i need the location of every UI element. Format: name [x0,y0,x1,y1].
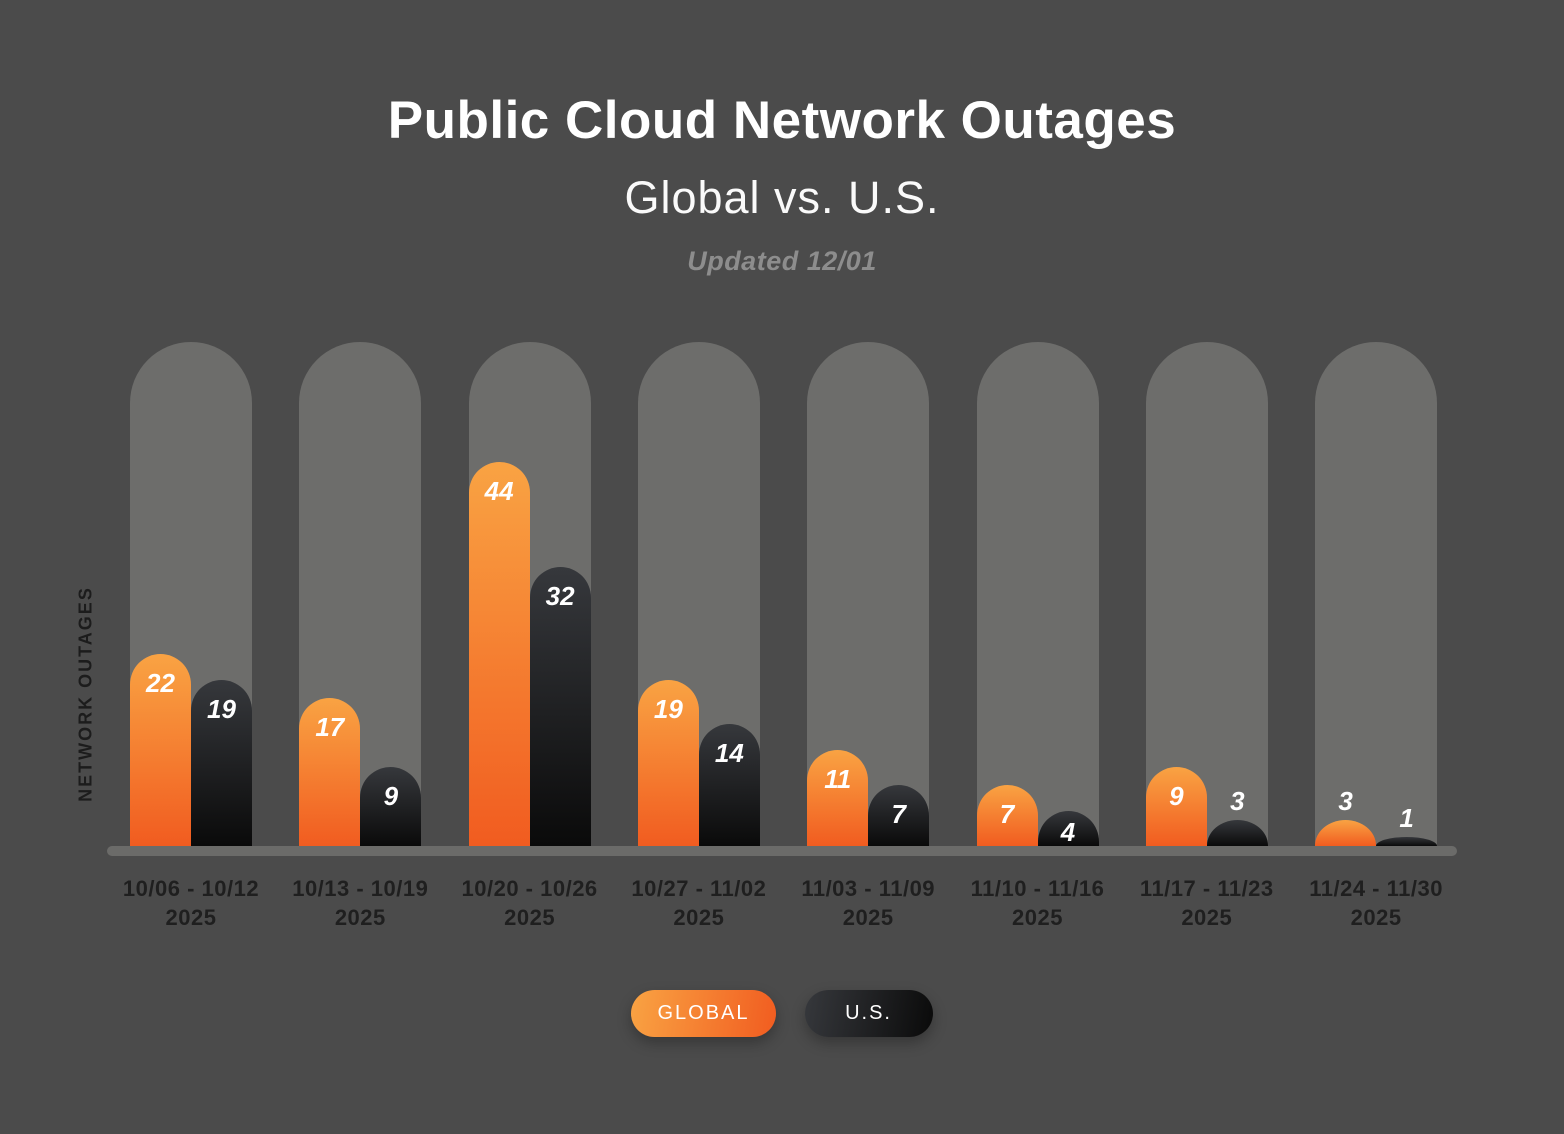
legend-pill-us: U.S. [804,990,933,1037]
us-bar [698,724,760,846]
global-value-label: 11 [824,764,852,794]
us-value-label: 7 [891,799,906,829]
us-value-label: 4 [1060,817,1076,847]
legend-label-us: U.S. [845,1002,892,1024]
category-range: 11/03 - 11/09 [801,876,936,901]
global-bar [130,654,191,846]
us-bar [868,785,930,846]
category-year: 2025 [1181,905,1233,930]
global-value-label: 44 [484,476,514,506]
category-year: 2025 [1350,905,1402,930]
category-label: 10/27 - 11/02 2025 [589,874,809,932]
us-bar [191,680,252,846]
legend-label-global: GLOBAL [657,1002,750,1024]
category-year: 2025 [842,905,894,930]
us-value-label: 14 [714,738,744,768]
us-value-label: 3 [1230,786,1245,816]
category-range: 10/06 - 10/12 [122,876,260,901]
category-range: 11/17 - 11/23 [1139,876,1274,901]
global-bar [468,462,530,846]
chart-subtitle: Global vs. U.S. [624,172,940,223]
track [1315,342,1438,846]
category-range: 11/10 - 11/16 [970,876,1105,901]
global-bar [299,698,361,846]
us-value-label: 1 [1399,803,1414,833]
us-value-label: 19 [207,694,236,724]
global-value-label: 7 [999,799,1015,829]
global-value-label: 9 [1169,781,1184,811]
updated-note: Updated 12/01 [687,246,877,276]
global-bar [976,785,1038,846]
us-value-label: 9 [383,781,399,811]
global-value-label: 3 [1338,786,1353,816]
category-label: 10/13 - 10/19 2025 [250,874,470,932]
category-year: 2025 [165,905,217,930]
category-year: 2025 [504,905,556,930]
legend-pill-global: GLOBAL [631,990,776,1037]
category-label: 11/24 - 11/30 2025 [1266,874,1486,932]
global-bar [807,750,869,846]
category-range: 11/24 - 11/30 [1309,876,1443,901]
x-axis-line [107,846,1457,856]
category-label: 11/10 - 11/16 2025 [928,874,1148,932]
category-year: 2025 [673,905,725,930]
us-bar [1376,837,1438,846]
category-range: 10/27 - 11/02 [631,876,767,901]
category-label: 11/03 - 11/09 2025 [758,874,978,932]
global-value-label: 19 [653,694,683,724]
us-bar [360,767,422,846]
global-bar [1145,767,1207,846]
track [976,342,1099,846]
category-range: 10/20 - 10/26 [461,876,598,901]
global-value-label: 17 [315,712,345,742]
chart-title: Public Cloud Network Outages [387,91,1177,150]
global-bar [637,680,699,846]
category-year: 2025 [334,905,386,930]
category-label: 10/06 - 10/12 2025 [81,874,301,932]
category-range: 10/13 - 10/19 [292,876,429,901]
category-label: 11/17 - 11/23 2025 [1097,874,1317,932]
global-value-label: 22 [146,668,175,698]
category-year: 2025 [1012,905,1063,930]
us-value-label: 32 [545,581,575,611]
track [1145,342,1268,846]
legend: GLOBAL U.S. [0,990,1564,1037]
us-bar [529,567,591,846]
category-label: 10/20 - 10/26 2025 [420,874,640,932]
